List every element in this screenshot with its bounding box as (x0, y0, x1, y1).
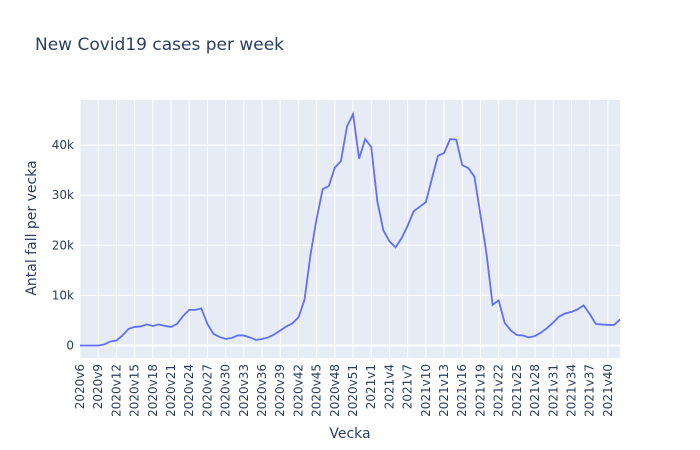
x-tick-label: 2020v12 (109, 364, 123, 417)
x-tick-label: 2020v36 (255, 364, 269, 417)
y-tick-label: 40k (52, 138, 74, 152)
y-tick-label: 10k (52, 288, 74, 302)
chart-title: New Covid19 cases per week (35, 35, 284, 55)
x-tick-label: 2020v21 (164, 364, 178, 417)
x-tick-label: 2021v4 (382, 364, 396, 409)
x-tick-label: 2021v25 (510, 364, 524, 417)
x-tick-label: 2020v6 (73, 364, 87, 409)
x-tick-label: 2020v39 (273, 364, 287, 417)
y-axis-title: Antal fall per vecka (24, 160, 40, 295)
x-tick-label: 2020v48 (328, 364, 342, 417)
gridlines (79, 100, 620, 358)
x-tick-label: 2021v40 (601, 364, 615, 417)
x-tick-label: 2021v31 (546, 364, 560, 417)
x-tick-label: 2021v28 (528, 364, 542, 417)
x-tick-label: 2021v1 (364, 364, 378, 409)
x-tick-label: 2021v37 (583, 364, 597, 417)
x-tick-labels: 2020v6 2020v9 2020v12 2020v15 2020v18 2020v21… (73, 364, 615, 417)
x-tick-label: 2021v19 (473, 364, 487, 417)
x-tick-label: 2020v18 (146, 364, 160, 417)
x-tick-label: 2021v34 (564, 364, 578, 417)
x-tick-label: 2020v45 (310, 364, 324, 417)
x-tick-label: 2021v22 (492, 364, 506, 417)
y-tick-labels: 0 10k 20k 30k 40k (52, 138, 74, 352)
x-axis-title: Vecka (329, 426, 370, 442)
x-tick-label: 2020v27 (200, 364, 214, 417)
y-tick-label: 20k (52, 238, 74, 252)
series-line (80, 110, 621, 347)
x-tick-label: 2020v33 (237, 364, 251, 417)
x-tick-label: 2020v51 (346, 364, 360, 417)
x-tick-label: 2021v16 (455, 364, 469, 417)
x-tick-label: 2020v30 (219, 364, 233, 417)
plot-background (80, 100, 620, 358)
x-tick-label: 2020v9 (91, 364, 105, 409)
x-tick-label: 2020v15 (128, 364, 142, 417)
x-tick-label: 2021v13 (437, 364, 451, 417)
x-tick-label: 2020v42 (291, 364, 305, 417)
y-tick-label: 30k (52, 188, 74, 202)
y-tick-label: 0 (66, 338, 74, 352)
x-tick-label: 2021v7 (401, 364, 415, 409)
x-tick-label: 2020v24 (182, 364, 196, 417)
x-tick-label: 2021v10 (419, 364, 433, 417)
